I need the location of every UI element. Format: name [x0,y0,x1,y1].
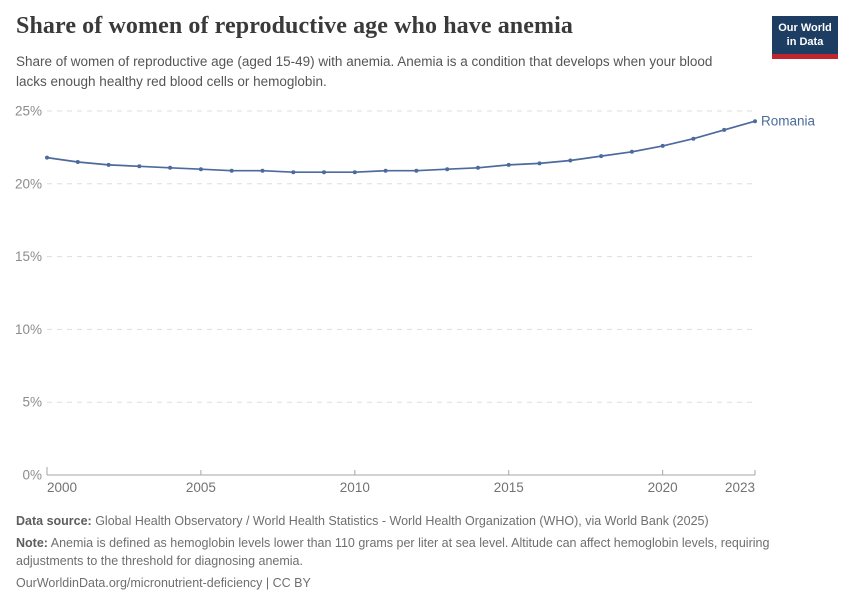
x-tick-label: 2005 [186,480,216,495]
data-point [260,168,265,173]
data-point [352,170,357,175]
data-source-line: Data source: Global Health Observatory /… [16,512,818,530]
owid-logo-line2: in Data [786,36,824,49]
data-point [106,162,111,167]
license-line: OurWorldinData.org/micronutrient-deficie… [16,574,818,592]
owid-url-link[interactable]: OurWorldinData.org/micronutrient-deficie… [16,576,311,591]
y-tick-label: 15% [15,249,42,264]
series-end-label: Romania [761,114,816,129]
data-point [722,127,727,132]
chart-subtitle: Share of women of reproductive age (aged… [16,54,713,89]
data-source-text: Global Health Observatory / World Health… [91,514,709,528]
chart-footer: Data source: Global Health Observatory /… [16,512,818,597]
page-title: Share of women of reproductive age who h… [16,13,573,39]
note-label: Note: [16,536,48,551]
data-point [753,119,757,124]
data-point [568,158,573,163]
y-tick-label: 20% [15,176,42,191]
data-point [198,167,203,172]
data-point [691,136,696,141]
data-point [599,154,604,159]
data-point [476,165,480,170]
data-point [660,143,665,148]
y-tick-label: 25% [15,104,42,119]
data-point [414,168,419,173]
x-tick-label: 2020 [648,480,678,495]
data-point [506,162,511,167]
data-point [322,170,326,175]
note-line: Note: Anemia is defined as hemoglobin le… [16,534,818,570]
y-tick-label: 5% [22,395,42,410]
x-tick-label: 2015 [494,480,524,495]
y-tick-label: 0% [22,468,42,483]
trend-line [46,120,756,174]
data-point [75,160,80,164]
line-chart: 0% 5% 10% 15% 20% 25% 2000 2005 2010 2015 2020 2023… [15,104,816,496]
data-point [629,149,634,154]
x-tick-label: 2023 [725,480,755,495]
owid-logo[interactable]: Our World in Data [772,16,838,59]
data-point [537,161,542,166]
x-tick-label: 2010 [340,480,370,495]
data-point [45,155,49,160]
owid-logo-line1: Our World [778,22,832,34]
data-point [137,164,142,169]
data-point [229,168,234,173]
data-source-label: Data source: [16,514,92,528]
y-tick-label: 10% [15,322,42,337]
data-point [291,170,296,175]
data-point [445,167,450,172]
note-text: Anemia is defined as hemoglobin levels l… [16,536,770,569]
x-tick-label: 2000 [47,480,77,495]
data-point [168,165,173,170]
data-point [383,168,388,173]
